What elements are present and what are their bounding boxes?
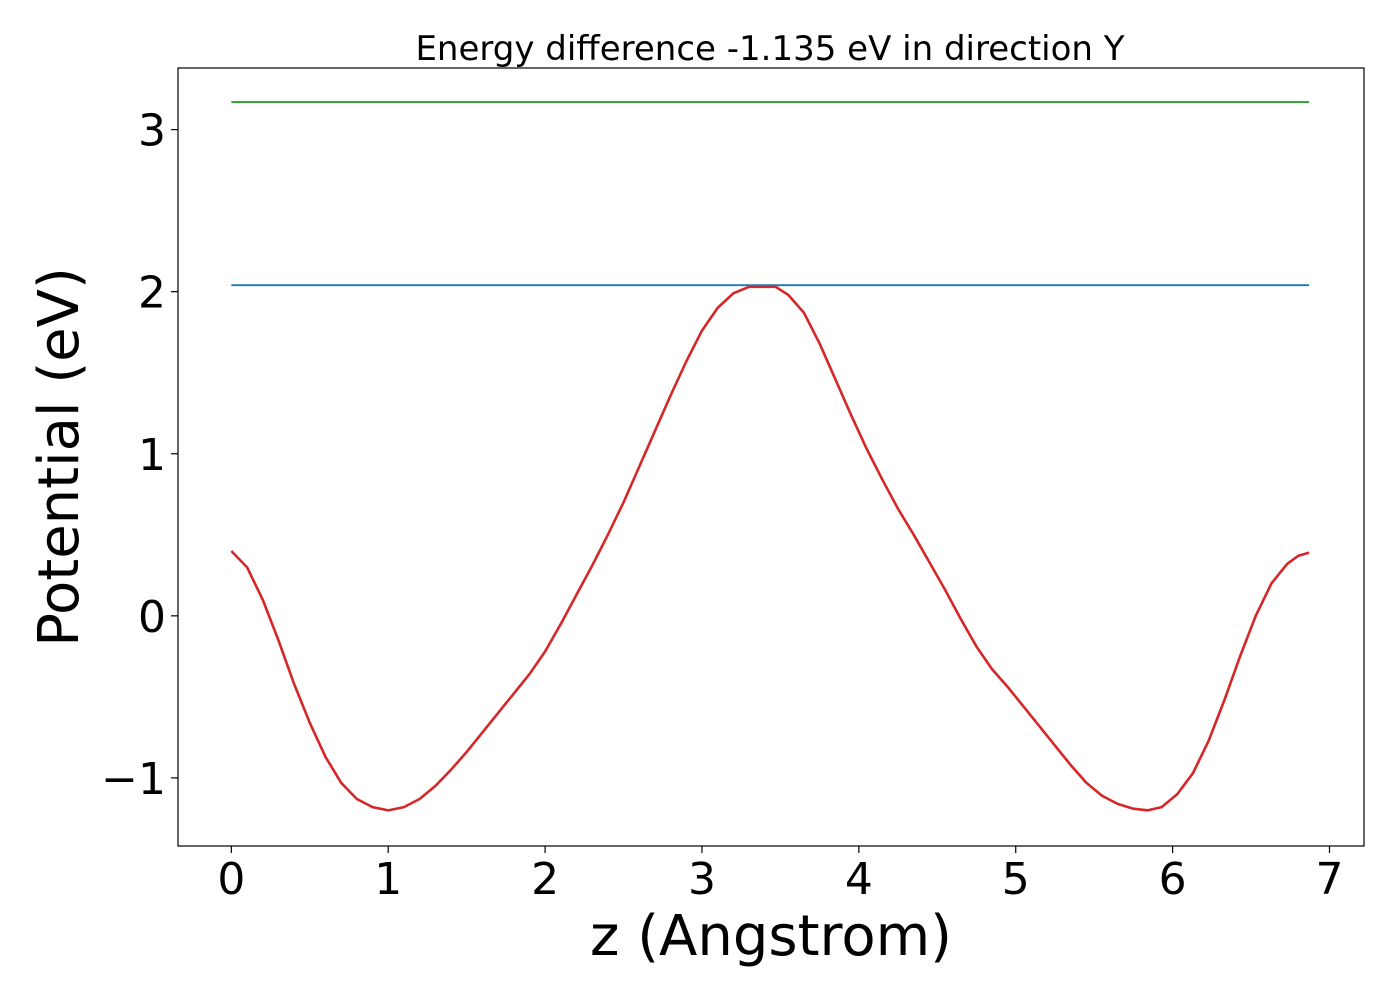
x-axis-ticks: 0 1 2 3 4 5 6 7 [217, 846, 1343, 905]
y-tick-label: −1 [101, 754, 166, 805]
y-tick-label: 1 [138, 430, 166, 481]
x-tick-label: 4 [845, 854, 873, 905]
x-tick-label: 7 [1315, 854, 1343, 905]
series-line-1 [230, 285, 1310, 812]
x-tick-label: 2 [531, 854, 559, 905]
x-tick-label: 5 [1002, 854, 1030, 905]
plot-frame [177, 67, 1365, 847]
chart-title: Energy difference -1.135 eV in direction… [415, 29, 1124, 69]
x-tick-label: 1 [374, 854, 402, 905]
x-tick-label: 0 [217, 854, 245, 905]
x-tick-label: 6 [1159, 854, 1187, 905]
y-tick-label: 2 [138, 268, 166, 319]
y-tick-label: 3 [138, 106, 166, 157]
x-axis-label: z (Angstrom) [590, 904, 952, 969]
y-axis-ticks: −1 0 1 2 3 [101, 106, 178, 805]
x-tick-label: 3 [688, 854, 716, 905]
y-axis-label: Potential (eV) [27, 267, 92, 647]
series-layer [230, 101, 1310, 812]
y-tick-label: 0 [138, 592, 166, 643]
